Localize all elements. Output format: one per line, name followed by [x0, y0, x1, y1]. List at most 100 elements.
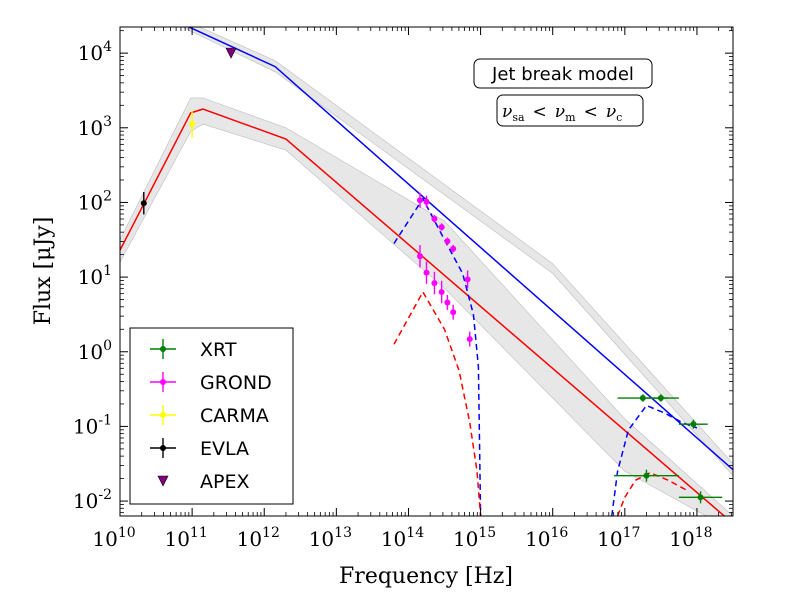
axis-ticks: 1010 1011 1012 1013 1014 1015 1016 1017 101810-2… — [73, 27, 733, 551]
legend-label: EVLA — [200, 438, 249, 460]
marker — [690, 421, 697, 428]
y-tick-base: 10 — [78, 340, 103, 364]
data-point-evla-1 — [140, 191, 147, 215]
data-point-grond-6 — [450, 244, 457, 253]
x-tick-base: 10 — [453, 527, 478, 551]
x-tick-exp: 17 — [623, 525, 641, 541]
legend-marker — [160, 346, 166, 352]
x-tick-exp: 11 — [190, 525, 208, 541]
legend-marker — [160, 445, 166, 451]
model-title-box: Jet break model — [473, 58, 653, 89]
y-tick-exp: 3 — [103, 114, 112, 130]
regime-lt-1: < — [533, 102, 547, 122]
absorbed-optical-line-1 — [393, 197, 482, 516]
absorbed-model-lines — [393, 197, 698, 516]
x-tick-base: 10 — [669, 527, 694, 551]
marker — [423, 198, 430, 205]
legend-entry-evla: EVLA — [150, 438, 249, 460]
y-tick-exp: 4 — [103, 39, 112, 55]
marker — [444, 238, 451, 245]
x-tick-exp: 10 — [118, 525, 136, 541]
marker — [438, 224, 445, 231]
y-tick-exp: 0 — [103, 338, 112, 354]
x-tick-label-7: 1016 — [525, 525, 568, 551]
regime-nu-2: ν — [555, 102, 565, 122]
legend-frame — [129, 327, 294, 505]
model-band-2 — [120, 97, 733, 516]
marker — [417, 197, 424, 204]
y-tick-label-3: 100 — [78, 338, 112, 364]
model-title: Jet break model — [491, 64, 634, 85]
x-tick-base: 10 — [525, 527, 550, 551]
y-tick-label-2: 10-1 — [73, 412, 112, 438]
x-tick-label-6: 1015 — [453, 525, 496, 551]
x-tick-exp: 15 — [478, 525, 496, 541]
model-line-1 — [187, 27, 733, 471]
legend-entry-carma: CARMA — [150, 405, 269, 427]
marker — [423, 269, 430, 276]
model-band-1 — [181, 27, 733, 477]
legend-label: CARMA — [200, 405, 269, 427]
x-tick-base: 10 — [309, 527, 334, 551]
marker — [438, 289, 445, 296]
data-point-grond-8 — [423, 261, 430, 284]
data-point-grond-5 — [444, 237, 451, 245]
regime-nu-3: ν — [606, 102, 616, 122]
data-point-grond-4 — [438, 223, 445, 231]
marker — [431, 215, 438, 222]
data-point-carma-1 — [189, 110, 196, 138]
marker — [431, 280, 438, 287]
y-tick-base: 10 — [78, 41, 103, 65]
y-tick-label-7: 104 — [78, 39, 112, 65]
data-point-grond-14 — [466, 331, 473, 347]
regime-lt-2: < — [584, 102, 598, 122]
legend-label: APEX — [200, 471, 249, 493]
data-point-grond-10 — [438, 280, 445, 304]
x-tick-exp: 14 — [406, 525, 424, 541]
x-tick-label-9: 1018 — [669, 525, 712, 551]
legend: XRT GROND CARMA EVLA APEX — [129, 327, 294, 505]
regime-sub-1: sa — [512, 111, 525, 124]
y-tick-base: 10 — [73, 414, 98, 438]
x-tick-exp: 12 — [262, 525, 280, 541]
data-point-grond-7 — [417, 244, 424, 268]
x-tick-base: 10 — [381, 527, 406, 551]
y-tick-exp: -1 — [98, 412, 112, 428]
y-tick-exp: -2 — [98, 487, 112, 503]
marker — [643, 472, 650, 479]
legend-items: XRT GROND CARMA EVLA APEX — [150, 339, 272, 493]
marker — [450, 245, 457, 252]
marker — [697, 494, 704, 501]
y-tick-label-6: 103 — [78, 114, 112, 140]
y-tick-base: 10 — [78, 265, 103, 289]
y-tick-label-4: 101 — [78, 263, 112, 289]
legend-entry-xrt: XRT — [150, 339, 237, 361]
data-point-grond-9 — [431, 271, 438, 295]
plot-content — [120, 27, 733, 516]
data-point-apex-1 — [225, 47, 237, 59]
legend-entry-grond: GROND — [150, 372, 272, 394]
marker — [450, 309, 457, 316]
regime-box: νsa < νm < νc — [496, 94, 644, 127]
y-tick-exp: 1 — [103, 263, 112, 279]
y-tick-label-1: 10-2 — [73, 487, 112, 513]
legend-label: XRT — [200, 339, 237, 361]
legend-label: GROND — [200, 372, 272, 394]
x-tick-exp: 16 — [551, 525, 569, 541]
model-lines — [120, 27, 733, 516]
y-axis-label: Flux [μJy] — [31, 217, 56, 326]
marker — [657, 395, 664, 402]
marker — [140, 200, 147, 207]
marker — [466, 336, 473, 343]
model-bands — [120, 27, 733, 516]
data-point-grond-12 — [450, 304, 457, 320]
data-point-grond-11 — [444, 295, 451, 310]
x-tick-exp: 18 — [695, 525, 713, 541]
x-axis-label: Frequency [Hz] — [339, 564, 513, 589]
legend-entry-apex: APEX — [157, 471, 249, 493]
data-point-grond-3 — [431, 215, 438, 223]
y-tick-exp: 2 — [103, 188, 112, 204]
x-tick-label-4: 1013 — [309, 525, 352, 551]
x-tick-exp: 13 — [334, 525, 352, 541]
